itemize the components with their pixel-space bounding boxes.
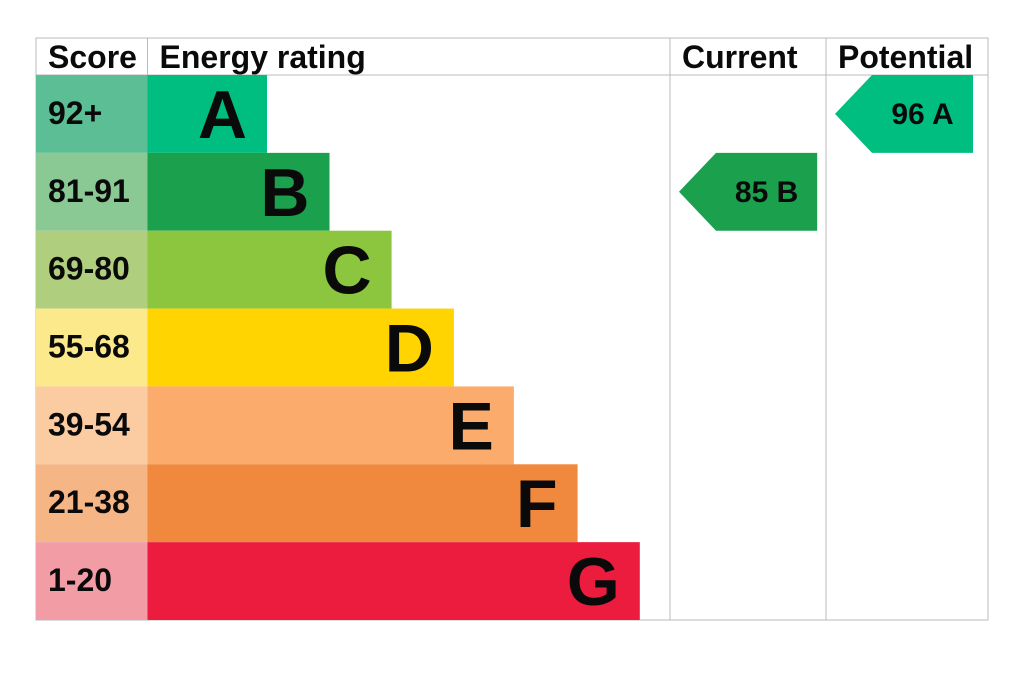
svg-text:21-38: 21-38 bbox=[48, 484, 130, 520]
svg-text:Potential: Potential bbox=[838, 39, 973, 75]
svg-text:55-68: 55-68 bbox=[48, 329, 130, 365]
svg-text:D: D bbox=[385, 311, 434, 387]
svg-text:A: A bbox=[198, 77, 247, 153]
svg-text:Score: Score bbox=[48, 39, 137, 75]
svg-text:E: E bbox=[449, 388, 494, 464]
svg-text:69-80: 69-80 bbox=[48, 251, 130, 287]
svg-text:Energy rating: Energy rating bbox=[160, 39, 366, 75]
svg-text:81-91: 81-91 bbox=[48, 173, 130, 209]
svg-text:1-20: 1-20 bbox=[48, 562, 112, 598]
svg-text:39-54: 39-54 bbox=[48, 406, 130, 442]
svg-text:92+: 92+ bbox=[48, 95, 102, 131]
svg-text:Current: Current bbox=[682, 39, 798, 75]
svg-text:96 A: 96 A bbox=[891, 98, 953, 131]
svg-text:85 B: 85 B bbox=[735, 176, 798, 209]
svg-text:G: G bbox=[567, 544, 620, 620]
svg-text:F: F bbox=[516, 466, 558, 542]
svg-text:C: C bbox=[322, 233, 371, 309]
svg-text:B: B bbox=[260, 155, 309, 231]
